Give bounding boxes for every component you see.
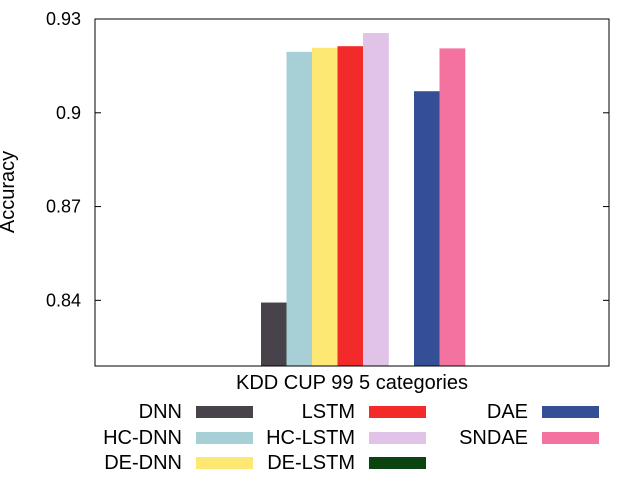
legend-label-hc-lstm: HC-LSTM <box>266 427 355 449</box>
legend-swatch-hc-dnn <box>196 432 253 444</box>
y-axis: 0.84 0.87 0.9 0.93 <box>46 9 609 310</box>
y-tick-label: 0.87 <box>46 197 81 217</box>
plot-frame <box>94 18 610 367</box>
legend-swatch-dnn <box>196 406 253 418</box>
y-tick-label: 0.9 <box>56 103 81 123</box>
bar-hc-dnn <box>286 51 313 366</box>
legend: DNN HC-DNN DE-DNN LSTM HC-LSTM DE-LSTM DAE SNDA… <box>103 401 599 474</box>
bar-sndae <box>439 48 466 366</box>
bar-de-dnn <box>312 47 338 366</box>
bar-dnn <box>261 302 287 366</box>
legend-swatch-lstm <box>369 406 426 418</box>
legend-label-lstm: LSTM <box>302 401 355 423</box>
legend-swatch-hc-lstm <box>369 432 426 444</box>
legend-label-de-lstm: DE-LSTM <box>267 452 355 474</box>
bar-lstm <box>337 46 364 366</box>
legend-label-dae: DAE <box>487 401 528 423</box>
y-tick-label: 0.93 <box>46 9 81 29</box>
legend-label-de-dnn: DE-DNN <box>104 452 182 474</box>
x-axis-category-label: KDD CUP 99 5 categories <box>236 372 468 394</box>
bar-hc-lstm <box>363 33 389 366</box>
legend-label-hc-dnn: HC-DNN <box>103 427 182 449</box>
y-axis-title: Accuracy <box>0 151 19 233</box>
bars-group <box>261 33 466 367</box>
legend-label-dnn: DNN <box>139 401 182 423</box>
bar-dae <box>414 91 440 367</box>
legend-swatch-dae <box>542 406 599 418</box>
y-tick-label: 0.84 <box>46 290 81 310</box>
legend-swatch-de-lstm <box>369 457 426 469</box>
legend-swatch-de-dnn <box>196 457 253 469</box>
legend-label-sndae: SNDAE <box>459 427 528 449</box>
legend-swatch-sndae <box>542 432 599 444</box>
